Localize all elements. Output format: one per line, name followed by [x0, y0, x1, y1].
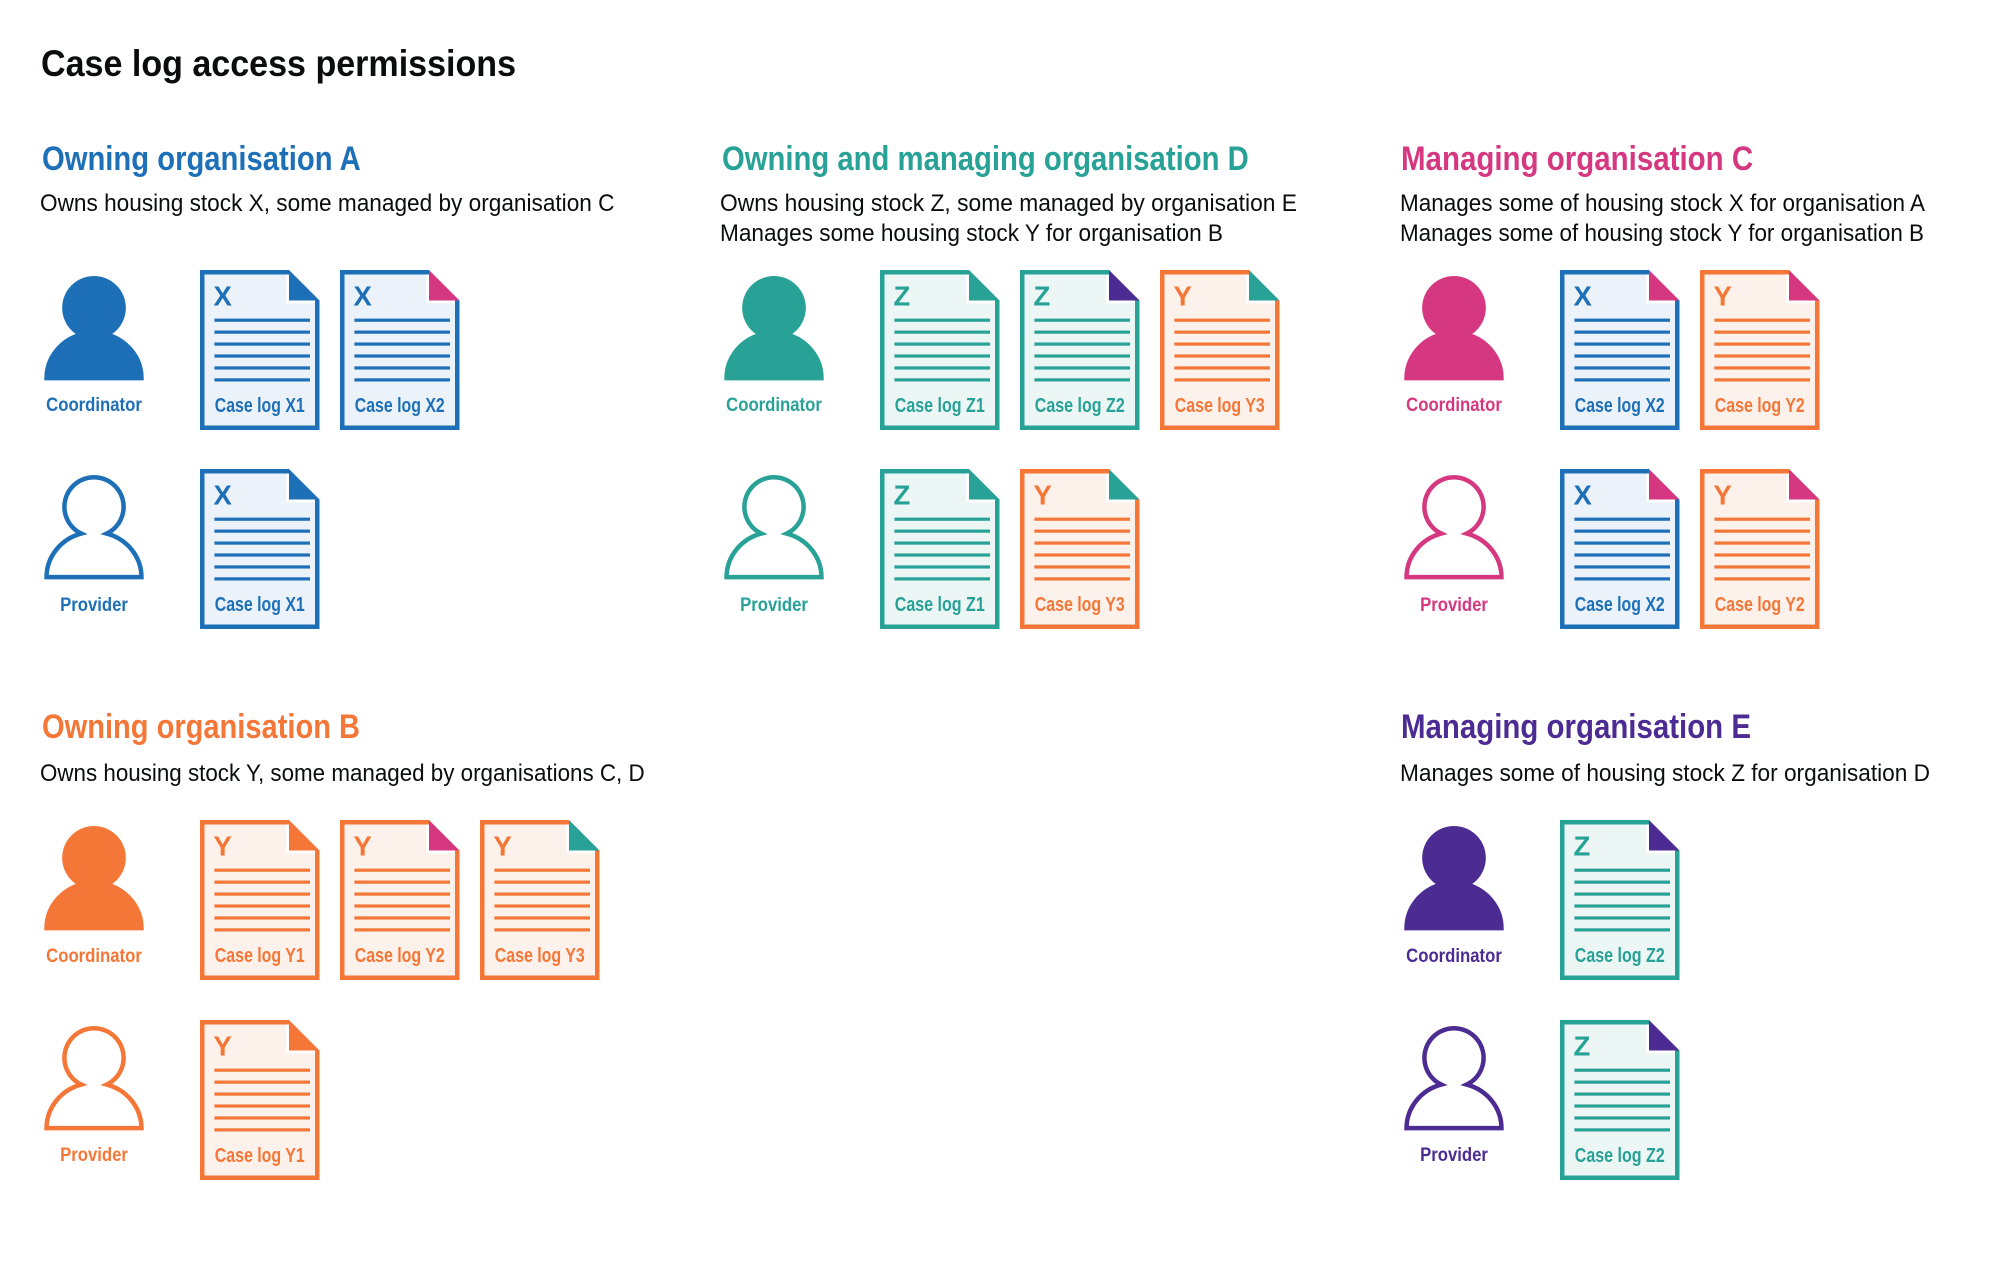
svg-text:Case log X2: Case log X2: [1574, 594, 1664, 616]
svg-text:Case log Z2: Case log Z2: [1574, 945, 1664, 967]
svg-text:Y: Y: [214, 830, 232, 861]
svg-text:Case log Y2: Case log Y2: [1714, 594, 1804, 616]
svg-text:Y: Y: [1174, 280, 1192, 311]
svg-text:Case log Y1: Case log Y1: [215, 1145, 305, 1167]
svg-text:Case log Y2: Case log Y2: [355, 945, 445, 967]
svg-text:Y: Y: [1713, 280, 1731, 311]
svg-text:X: X: [1573, 479, 1592, 510]
svg-text:Case log Y3: Case log Y3: [495, 945, 585, 967]
svg-text:X: X: [354, 280, 373, 311]
svg-text:Case log Z1: Case log Z1: [895, 395, 985, 417]
svg-text:Case log Z1: Case log Z1: [895, 594, 985, 616]
svg-text:Case log Y1: Case log Y1: [215, 945, 305, 967]
svg-text:Z: Z: [1573, 830, 1590, 861]
svg-text:X: X: [214, 280, 233, 311]
svg-text:X: X: [214, 479, 233, 510]
svg-text:Y: Y: [354, 830, 372, 861]
svg-text:Case log Y3: Case log Y3: [1035, 594, 1125, 616]
svg-text:Z: Z: [894, 280, 911, 311]
svg-text:Case log Y2: Case log Y2: [1714, 395, 1804, 417]
svg-text:Z: Z: [894, 479, 911, 510]
svg-text:Case log X2: Case log X2: [1574, 395, 1664, 417]
svg-text:Z: Z: [1034, 280, 1051, 311]
svg-text:Case log X1: Case log X1: [215, 594, 305, 616]
svg-text:Case log Y3: Case log Y3: [1175, 395, 1265, 417]
svg-text:X: X: [1573, 280, 1592, 311]
svg-text:Y: Y: [494, 830, 512, 861]
svg-text:Z: Z: [1573, 1030, 1590, 1061]
svg-text:Case log X1: Case log X1: [215, 395, 305, 417]
svg-text:Y: Y: [1713, 479, 1731, 510]
svg-text:Case log Z2: Case log Z2: [1574, 1145, 1664, 1167]
svg-text:Case log X2: Case log X2: [355, 395, 445, 417]
svg-text:Y: Y: [214, 1030, 232, 1061]
svg-text:Y: Y: [1034, 479, 1052, 510]
svg-text:Case log Z2: Case log Z2: [1035, 395, 1125, 417]
